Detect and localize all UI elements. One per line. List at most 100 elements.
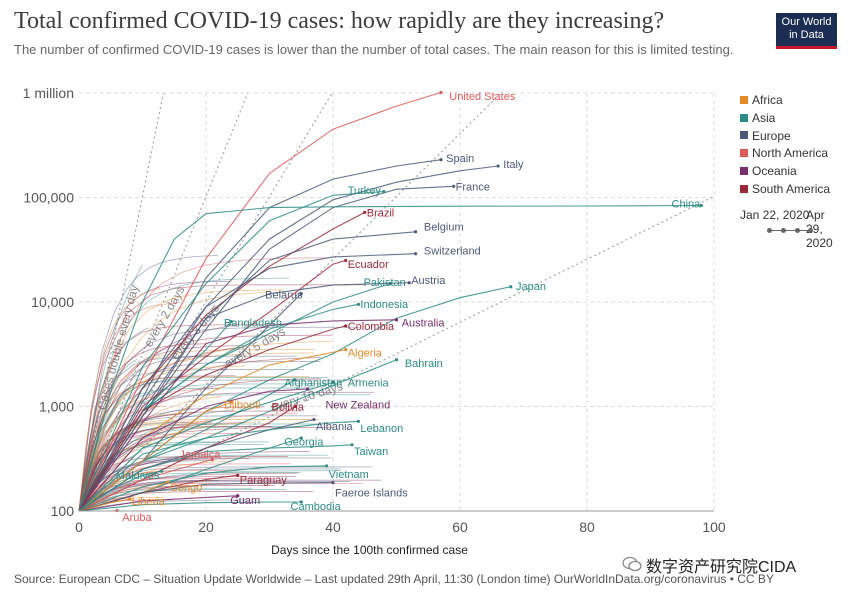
background-country-line: [78, 456, 288, 512]
series-endpoint: [299, 436, 303, 440]
x-tick-label: 20: [198, 519, 214, 535]
series-label[interactable]: Congo: [170, 482, 202, 494]
series-label[interactable]: Japan: [516, 281, 546, 293]
background-country-line: [78, 254, 218, 512]
series-line[interactable]: [78, 231, 416, 512]
series-endpoint: [413, 252, 418, 256]
series-label[interactable]: Afghanistan: [284, 377, 342, 389]
series-label[interactable]: Maldives: [116, 470, 160, 482]
series-label[interactable]: Australia: [402, 318, 446, 330]
series-line[interactable]: [78, 381, 334, 512]
background-country-line: [78, 378, 320, 512]
series-label[interactable]: Bangladesh: [224, 317, 282, 329]
series-endpoint: [159, 469, 164, 473]
series-line[interactable]: [78, 319, 397, 512]
series-line[interactable]: [78, 420, 359, 512]
series-label[interactable]: Guam: [230, 495, 260, 507]
legend-item-asia[interactable]: Asia: [740, 110, 830, 128]
series-label[interactable]: New Zealand: [325, 400, 390, 412]
series-label[interactable]: Liberia: [132, 496, 166, 508]
legend-item-north-america[interactable]: North America: [740, 145, 830, 163]
legend-item-south-america[interactable]: South America: [740, 181, 830, 199]
background-country-line: [78, 343, 207, 512]
series-label[interactable]: China: [672, 198, 702, 210]
series-endpoint: [331, 480, 335, 485]
series-label[interactable]: Bolivia: [272, 402, 305, 414]
series-label[interactable]: Georgia: [284, 437, 324, 449]
background-country-line: [78, 302, 180, 512]
series-line[interactable]: [78, 325, 346, 512]
series-label[interactable]: United States: [449, 91, 516, 103]
series-label[interactable]: Austria: [411, 275, 446, 287]
background-country-line: [78, 352, 314, 512]
legend-swatch: [740, 167, 748, 176]
series-line[interactable]: [78, 459, 213, 512]
legend-item-oceania[interactable]: Oceania: [740, 163, 830, 181]
y-tick-label: 1,000: [39, 399, 74, 415]
series-endpoint: [312, 417, 316, 422]
series-line[interactable]: [78, 482, 334, 512]
series-line[interactable]: [78, 465, 327, 512]
legend-swatch: [740, 184, 748, 193]
background-country-line: [78, 485, 198, 512]
series-label[interactable]: Ecuador: [348, 259, 389, 271]
timeline-track[interactable]: [767, 228, 813, 233]
series-line[interactable]: [78, 388, 308, 512]
series-label[interactable]: Taiwan: [354, 446, 388, 458]
series-line[interactable]: [78, 91, 442, 512]
background-country-line: [78, 326, 360, 512]
series-label[interactable]: France: [456, 181, 490, 193]
timeline-handle-start[interactable]: [767, 228, 772, 233]
series-line[interactable]: [78, 495, 238, 512]
background-country-line: [78, 378, 157, 512]
series-label[interactable]: Albania: [316, 421, 354, 433]
series-label[interactable]: Lebanon: [360, 423, 403, 435]
series-line[interactable]: [78, 204, 702, 512]
series-label[interactable]: Djibouti: [224, 399, 261, 411]
series-line[interactable]: [78, 498, 130, 512]
series-endpoint: [699, 203, 703, 208]
series-endpoint: [394, 358, 399, 362]
background-country-line: [78, 280, 231, 512]
series-label[interactable]: Bahrain: [405, 358, 443, 370]
legend-item-africa[interactable]: Africa: [740, 92, 830, 110]
series-label[interactable]: Cambodia: [291, 501, 342, 513]
legend-item-europe[interactable]: Europe: [740, 128, 830, 146]
series-line[interactable]: [78, 401, 232, 512]
series-label[interactable]: Switzerland: [424, 246, 481, 258]
series-line[interactable]: [78, 444, 353, 512]
series-line[interactable]: [78, 191, 384, 512]
series-label[interactable]: Aruba: [122, 512, 152, 524]
timeline-slider[interactable]: Jan 22, 2020 Apr 29, 2020: [740, 208, 840, 254]
background-country-line: [78, 419, 319, 512]
series-label[interactable]: Pakistan: [364, 277, 406, 289]
series-line[interactable]: [78, 165, 499, 512]
series-label[interactable]: Vietnam: [329, 469, 369, 481]
background-country-line: [78, 460, 233, 512]
series-label[interactable]: Faeroe Islands: [335, 488, 408, 500]
background-country-line: [78, 482, 364, 512]
series-label[interactable]: Colombia: [348, 321, 395, 333]
background-country-line: [78, 457, 331, 512]
series-endpoint: [293, 404, 297, 409]
series-label[interactable]: Italy: [503, 159, 524, 171]
background-country-line: [78, 415, 318, 512]
series-line[interactable]: [78, 501, 302, 512]
background-country-line: [78, 426, 273, 512]
series-label[interactable]: Indonesia: [360, 299, 409, 311]
owid-logo[interactable]: Our World in Data: [776, 13, 837, 49]
series-label[interactable]: Belgium: [424, 221, 464, 233]
series-label[interactable]: Jamaica: [179, 449, 221, 461]
series-label[interactable]: Belarus: [265, 289, 303, 301]
series-label[interactable]: Spain: [446, 153, 474, 165]
series-label[interactable]: Algeria: [348, 347, 383, 359]
timeline-handle-end[interactable]: [808, 228, 813, 233]
series-label[interactable]: Paraguay: [240, 475, 288, 487]
series-label[interactable]: Armenia: [348, 377, 390, 389]
series-label[interactable]: Turkey: [348, 185, 382, 197]
series-line[interactable]: [78, 253, 416, 512]
series-line[interactable]: [78, 470, 162, 512]
background-country-line: [78, 376, 310, 512]
y-tick-label: 10,000: [31, 294, 74, 310]
series-label[interactable]: Brazil: [367, 207, 395, 219]
